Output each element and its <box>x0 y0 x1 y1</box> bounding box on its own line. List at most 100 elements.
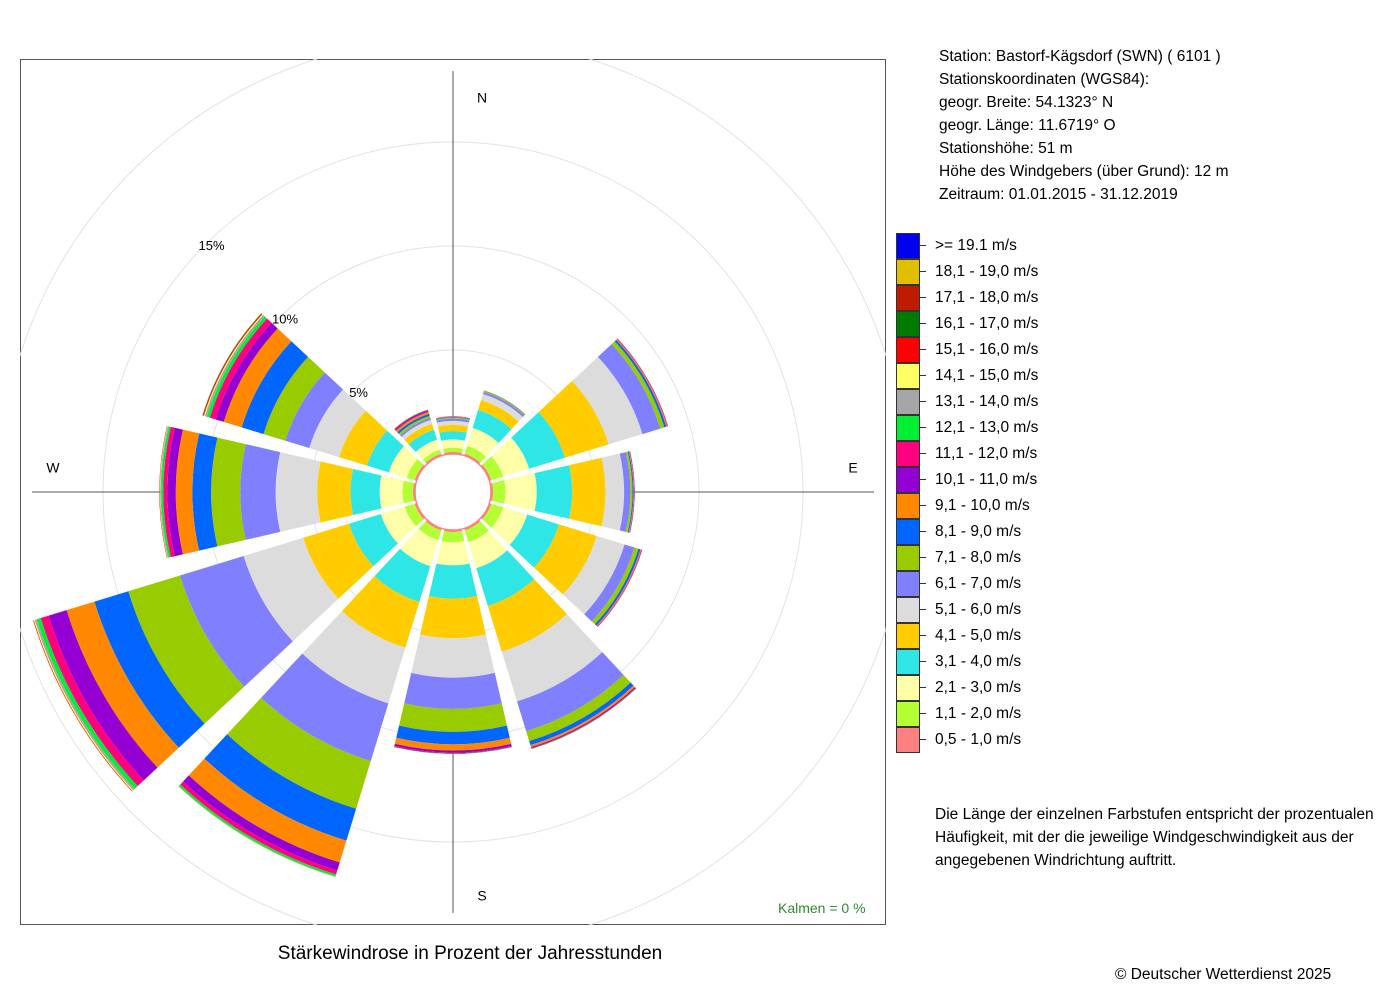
sector-segment <box>179 556 293 687</box>
sector-segment <box>402 480 414 504</box>
legend-tick <box>920 687 926 688</box>
sector-segment <box>418 521 442 541</box>
sector-segment <box>388 446 418 478</box>
anemometer-height: Höhe des Windgebers (über Grund): 12 m <box>939 163 1229 180</box>
legend-tick <box>920 531 926 532</box>
legend-swatch <box>896 337 920 363</box>
legend-tick <box>920 453 926 454</box>
sector-segment <box>404 423 434 445</box>
sector-segment <box>629 451 635 533</box>
sector-segment <box>491 507 528 545</box>
sector-segment <box>48 610 158 781</box>
sector-segment <box>400 528 439 567</box>
sector-300 <box>202 313 426 481</box>
legend-label: 11,1 - 12,0 m/s <box>935 445 1038 462</box>
sector-segment <box>509 514 559 568</box>
sector-segment <box>204 734 357 841</box>
sector-segment <box>591 547 639 625</box>
sector-segment <box>223 328 292 428</box>
sector-segment <box>395 411 430 433</box>
legend-tick <box>920 349 926 350</box>
sector-segment <box>468 530 508 569</box>
legend-tick <box>920 271 926 272</box>
chart-title: Stärkewindrose in Prozent der Jahresstun… <box>277 943 663 964</box>
sector-segment <box>339 410 388 466</box>
sector-segment <box>394 746 512 755</box>
sector-segment <box>435 416 471 419</box>
station-longitude: geogr. Länge: 11.6719° O <box>939 117 1116 134</box>
direction-label-N: N <box>477 90 487 106</box>
sector-segment <box>629 451 635 533</box>
sector-segment <box>601 453 625 531</box>
sector-segment <box>241 341 309 435</box>
sectors-layer <box>33 313 669 878</box>
sector-segment <box>394 409 429 430</box>
sector-segment <box>243 537 339 642</box>
legend-swatch <box>896 493 920 519</box>
sector-segment <box>66 601 179 768</box>
sector-segment <box>240 444 281 540</box>
legend-label: 2,1 - 3,0 m/s <box>935 679 1022 696</box>
sector-segment <box>529 682 634 746</box>
sector-segment <box>467 427 499 457</box>
legend-label: 6,1 - 7,0 m/s <box>935 575 1022 592</box>
legend-label: 12,1 - 13,0 m/s <box>935 419 1039 436</box>
legend-label: 14,1 - 15,0 m/s <box>935 367 1039 384</box>
sector-segment <box>128 575 245 724</box>
sector-segment <box>481 393 523 422</box>
legend-swatch <box>896 285 920 311</box>
sector-segment <box>188 758 347 863</box>
sector-0 <box>435 416 471 455</box>
sector-segment <box>534 465 573 519</box>
sector-segment <box>209 318 272 420</box>
legend-swatch <box>896 519 920 545</box>
calms-label: Kalmen = 0 % <box>778 900 866 916</box>
legend-label: 18,1 - 19,0 m/s <box>935 263 1039 280</box>
sector-segment <box>192 433 218 551</box>
legend-label: 9,1 - 10,0 m/s <box>935 497 1030 514</box>
legend-tick <box>920 375 926 376</box>
sector-segment <box>40 615 144 787</box>
sector-segment <box>472 409 512 443</box>
sector-segment <box>380 506 417 544</box>
sector-segment <box>464 521 489 543</box>
sector-segment <box>625 451 633 533</box>
sector-segment <box>285 372 344 449</box>
ring-label: 5% <box>349 385 368 400</box>
sector-segment <box>436 418 470 423</box>
legend-swatch <box>896 363 920 389</box>
legend-swatch <box>896 233 920 259</box>
legend-swatch <box>896 545 920 571</box>
sector-segment <box>159 425 168 559</box>
sector-segment <box>379 475 404 509</box>
legend-label: >= 19.1 m/s <box>935 237 1017 254</box>
station-elevation: Stationshöhe: 51 m <box>939 140 1073 157</box>
legend-label: 3,1 - 4,0 m/s <box>935 653 1022 670</box>
sector-segment <box>408 429 438 453</box>
sector-segment <box>436 417 470 421</box>
sector-segment <box>396 725 510 745</box>
legend-label: 16,1 - 17,0 m/s <box>935 315 1039 332</box>
legend-tick <box>920 661 926 662</box>
sector-segment <box>350 468 382 516</box>
legend-tick <box>920 739 926 740</box>
sector-segment <box>374 548 431 602</box>
sector-segment <box>511 412 565 469</box>
sector-segment <box>569 457 606 527</box>
legend-label: 13,1 - 14,0 m/s <box>935 393 1039 410</box>
legend-swatch <box>896 675 920 701</box>
sector-segment <box>538 380 609 458</box>
legend-tick <box>920 635 926 636</box>
legend-tick <box>920 401 926 402</box>
legend-label: 8,1 - 9,0 m/s <box>935 523 1022 540</box>
sector-segment <box>487 579 567 652</box>
sector-segment <box>261 653 389 762</box>
sector-segment <box>400 417 431 437</box>
station-info: Station: Bastorf-Kägsdorf (SWN) ( 6101 )… <box>939 45 1228 206</box>
sector-segment <box>492 480 506 504</box>
legend-label: 7,1 - 8,0 m/s <box>935 549 1022 566</box>
sector-segment <box>482 392 525 418</box>
sector-segment <box>436 541 470 566</box>
sector-120 <box>480 503 643 628</box>
legend-swatch <box>896 259 920 285</box>
